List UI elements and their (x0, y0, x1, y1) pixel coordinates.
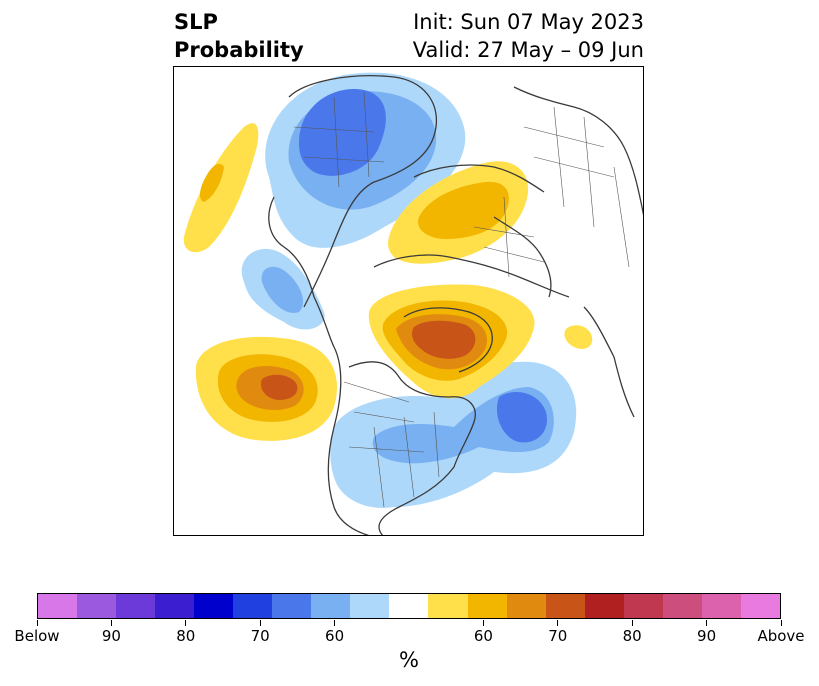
colorbar-swatch (740, 594, 780, 618)
colorbar-swatch (272, 594, 312, 618)
colorbar-tick-label: 90 (101, 627, 121, 645)
colorbar-tick-label: 80 (622, 627, 642, 645)
colorbar-tick-label: 70 (250, 627, 270, 645)
colorbar-tick (259, 620, 261, 626)
chart-title-left: SLP Probability (174, 8, 304, 64)
colorbar-swatch (116, 594, 156, 618)
title-quantity: Probability (174, 38, 304, 62)
colorbar-swatch (194, 594, 234, 618)
init-date: Init: Sun 07 May 2023 (413, 10, 644, 34)
colorbar-unit-label: % (399, 648, 419, 672)
colorbar-swatch (38, 594, 78, 618)
colorbar-tick-label: 70 (548, 627, 568, 645)
colorbar-swatch (233, 594, 273, 618)
colorbar-tick-label: Below (14, 627, 60, 645)
colorbar-tick (110, 620, 112, 626)
colorbar-tick (557, 620, 559, 626)
colorbar-swatch (77, 594, 117, 618)
above-region-europe-patch (564, 325, 593, 349)
colorbar-tick-label: Above (757, 627, 805, 645)
colorbar-tick-label: 60 (325, 627, 345, 645)
chart-title-right: Init: Sun 07 May 2023 Valid: 27 May – 09… (413, 8, 644, 64)
colorbar-tick-label: 80 (176, 627, 196, 645)
valid-range: Valid: 27 May – 09 Jun (412, 38, 644, 62)
colorbar-swatch (467, 594, 507, 618)
colorbar-swatch (701, 594, 741, 618)
above-region-north-pacific (183, 123, 259, 253)
colorbar-swatch (506, 594, 546, 618)
colorbar-swatch (545, 594, 585, 618)
colorbar-tick (482, 620, 484, 626)
above-region-greenland (368, 284, 535, 399)
below-region-pacific (241, 248, 325, 330)
colorbar-swatch (155, 594, 195, 618)
colorbar-tick (334, 620, 336, 626)
colorbar-tick (631, 620, 633, 626)
colorbar-tick-label: 90 (697, 627, 717, 645)
below-region-atlantic (330, 361, 577, 508)
colorbar-tick (780, 620, 782, 626)
colorbar-tick (185, 620, 187, 626)
colorbar-swatch (662, 594, 702, 618)
colorbar-swatch (389, 594, 429, 618)
probability-map (173, 66, 644, 536)
probability-colorbar (37, 593, 781, 619)
colorbar-swatch (428, 594, 468, 618)
colorbar-swatch (311, 594, 351, 618)
above-region-eurasia (388, 161, 529, 264)
map-canvas (183, 72, 643, 535)
colorbar-swatch (623, 594, 663, 618)
below-region-alaska (265, 72, 466, 248)
coastlines (268, 75, 643, 535)
colorbar-tick (706, 620, 708, 626)
political-borders (293, 91, 630, 508)
colorbar-tick (36, 620, 38, 626)
colorbar-tick-label: 60 (473, 627, 493, 645)
colorbar-swatch (584, 594, 624, 618)
title-variable: SLP (174, 10, 218, 34)
colorbar-swatch (350, 594, 390, 618)
above-region-pacific-high (195, 336, 337, 441)
